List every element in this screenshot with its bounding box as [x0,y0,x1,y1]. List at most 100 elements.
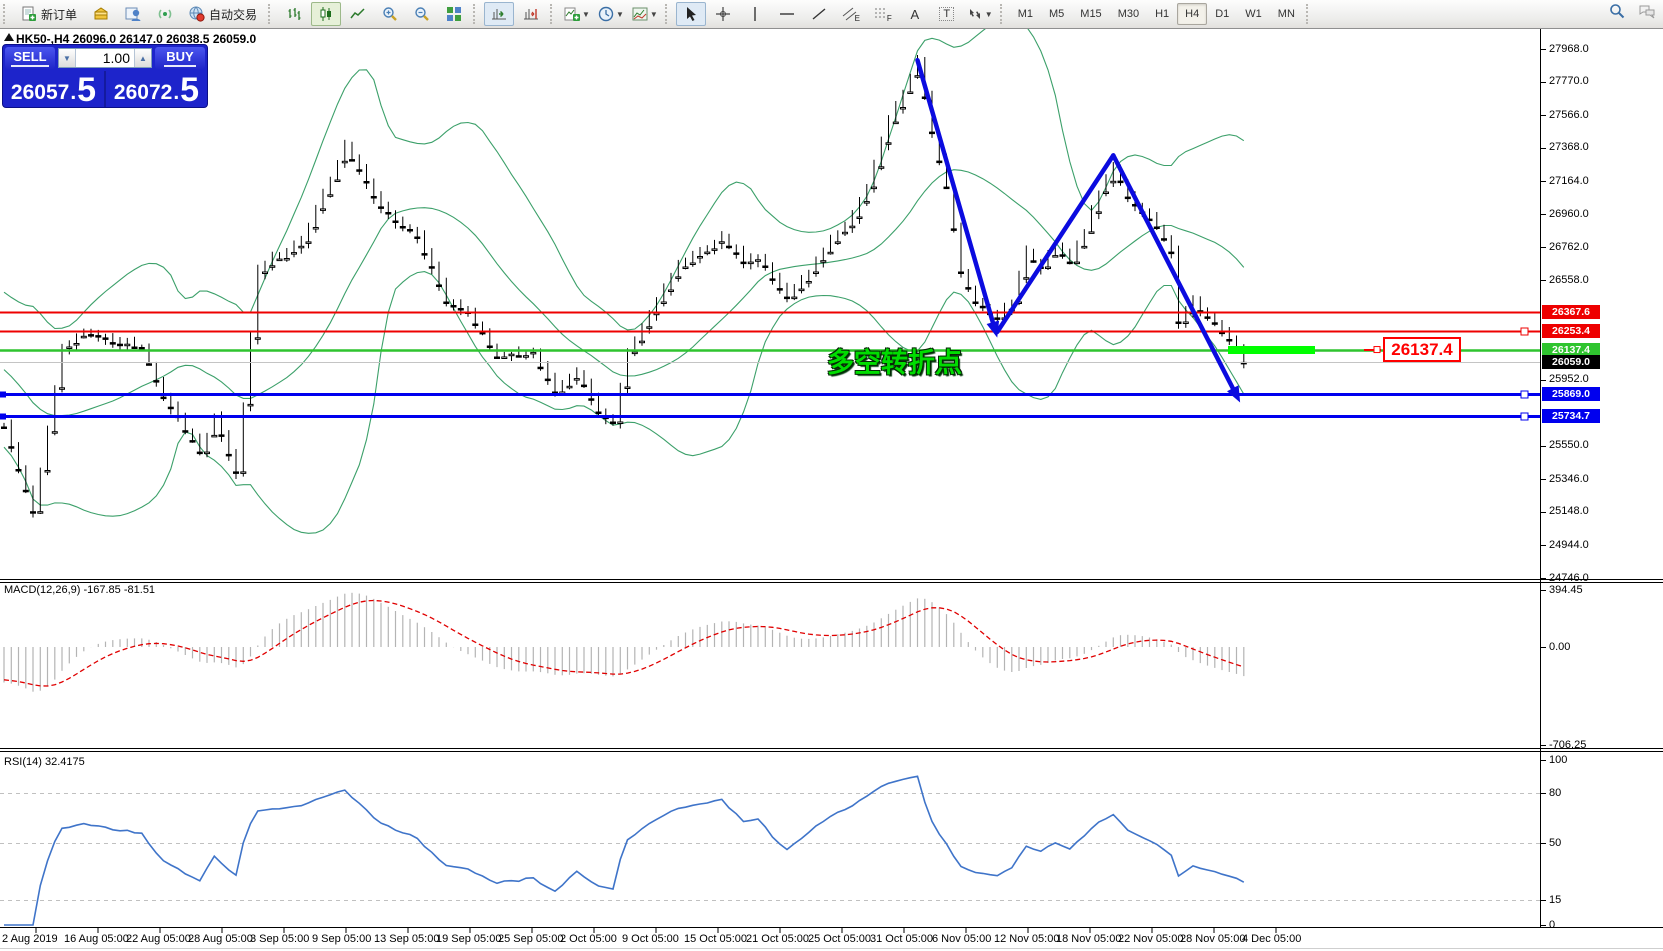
fibonacci-tool-button[interactable]: F [868,2,898,26]
tile-windows-button[interactable] [439,2,469,26]
template-icon [632,7,648,21]
arrows-tool-button[interactable]: ▼ [964,2,996,26]
tf-m1[interactable]: M1 [1017,8,1033,20]
chart-symbol-marker-icon [4,33,14,41]
price-tick-label: 26558.0 [1549,274,1589,286]
rsi-value: 32.4175 [44,756,85,768]
price-tick-label: 25952.0 [1549,373,1589,385]
date-tick-label: 6 Nov 05:00 [932,933,992,945]
level-price-label[interactable]: 26137.4 [1542,343,1600,357]
zoom-in-button[interactable] [375,2,405,26]
price-tick-label: 25550.0 [1549,439,1589,451]
toolbar-grip [473,4,480,24]
volume-value[interactable]: 1.00 [102,50,130,66]
price-callout-box[interactable]: 26137.4 [1383,337,1461,362]
horizontal-line-icon [779,13,794,15]
template-button[interactable]: ▼ [629,2,661,26]
chat-icon[interactable] [1639,3,1655,19]
tf-mn[interactable]: MN [1277,8,1295,20]
rsi-label: RSI(14) 32.4175 [4,756,85,768]
arrows-dropdown-caret[interactable]: ▼ [984,9,993,19]
search-icon[interactable] [1609,3,1625,19]
buy-price[interactable]: 26072. 5 [113,71,200,109]
zoom-out-button[interactable] [407,2,437,26]
sell-button[interactable]: SELL [5,47,55,69]
text-label-tool-button[interactable]: T [932,2,962,26]
level-price-label[interactable]: 25869.0 [1542,387,1600,401]
market-watch-button[interactable] [86,2,116,26]
price-tick-label: 27164.0 [1549,175,1589,187]
new-order-label: 新订单 [41,7,78,22]
tf-d1[interactable]: D1 [1215,8,1230,20]
new-order-button[interactable]: 新订单 [14,2,84,26]
text-tool-button[interactable]: A [900,2,930,26]
tf-m15[interactable]: M15 [1080,8,1102,20]
turning-point-annotation[interactable]: 多空转折点 [827,348,962,378]
auto-scroll-icon [492,9,507,20]
clock-icon [598,6,614,22]
zoom-in-icon [383,7,397,21]
macd-panel [3,592,1245,692]
buy-button[interactable]: BUY [155,47,205,69]
price-tick-label: 27368.0 [1549,141,1589,153]
tf-h4[interactable]: H4 [1177,3,1208,25]
price-tick-label: 25148.0 [1549,505,1589,517]
date-tick-label: 19 Sep 05:00 [436,933,502,945]
new-order-icon [22,6,36,21]
volume-decrease-button[interactable]: ▼ [59,49,76,67]
volume-increase-button[interactable]: ▲ [134,49,151,67]
tf-h1[interactable]: H1 [1155,8,1170,20]
date-tick-label: 21 Oct 05:00 [746,933,809,945]
chart-shift-button[interactable] [516,2,546,26]
rsi-axis-label: 15 [1549,894,1562,906]
date-tick-label: 28 Nov 05:00 [1180,933,1246,945]
fibo-tag: F [886,13,892,23]
autotrade-globe-icon [189,6,205,22]
price-tick-label: 25346.0 [1549,473,1589,485]
data-window-button[interactable] [118,2,148,26]
crosshair-tool-button[interactable] [708,2,738,26]
line-chart-mode-button[interactable] [343,2,373,26]
period-button[interactable]: ▼ [595,2,627,26]
channel-tool-button[interactable]: E [836,2,866,26]
sell-price[interactable]: 26057. 5 [10,71,97,109]
date-tick-label: 18 Nov 05:00 [1056,933,1122,945]
trendline-tool-button[interactable] [804,2,834,26]
rsi-axis-label: 50 [1549,837,1562,849]
autotrading-button[interactable]: 自动交易 [182,2,264,26]
tf-m5[interactable]: M5 [1049,8,1065,20]
rsi-panel [0,775,1540,926]
vertical-line-tool-button[interactable] [740,2,770,26]
zoom-out-icon [415,7,429,21]
timeframe-toolbar: M1 M5 M15 M30 H1 H4 D1 W1 MN [1010,3,1303,25]
date-tick-label: 9 Oct 05:00 [622,933,679,945]
equidistant-channel-icon [842,7,856,21]
auto-scroll-button[interactable] [484,2,515,26]
indicator-dropdown-caret[interactable]: ▼ [582,9,590,19]
macd-label: MACD(12,26,9) -167.85 -81.51 [4,584,156,596]
navigator-button[interactable] [150,2,180,26]
add-indicator-button[interactable]: ▼ [561,2,593,26]
chart-title: HK50-,H4 26096.0 26147.0 26038.5 26059.0 [16,32,257,46]
cursor-tool-button[interactable] [675,2,706,26]
price-tick-label: 27566.0 [1549,109,1589,121]
date-tick-label: 12 Nov 05:00 [994,933,1060,945]
toolbar-grip [3,4,10,24]
tf-m30[interactable]: M30 [1117,8,1140,20]
crosshair-icon [715,7,730,21]
trendline-icon [812,8,826,20]
candlestick-mode-button[interactable] [311,2,342,26]
level-price-label[interactable]: 26367.6 [1542,305,1600,319]
horizontal-line-tool-button[interactable] [772,2,802,26]
period-dropdown-caret[interactable]: ▼ [615,9,624,19]
arrows-icon [969,9,980,19]
bar-chart-mode-button[interactable] [279,2,309,26]
template-dropdown-caret[interactable]: ▼ [649,9,658,19]
level-price-label[interactable]: 26253.4 [1542,324,1600,338]
level-price-label[interactable]: 25734.7 [1542,409,1600,423]
person-window-icon [125,7,141,21]
toolbar-grip [999,4,1007,24]
macd-hist-value: -167.85 [83,584,121,596]
tf-w1[interactable]: W1 [1245,8,1262,20]
